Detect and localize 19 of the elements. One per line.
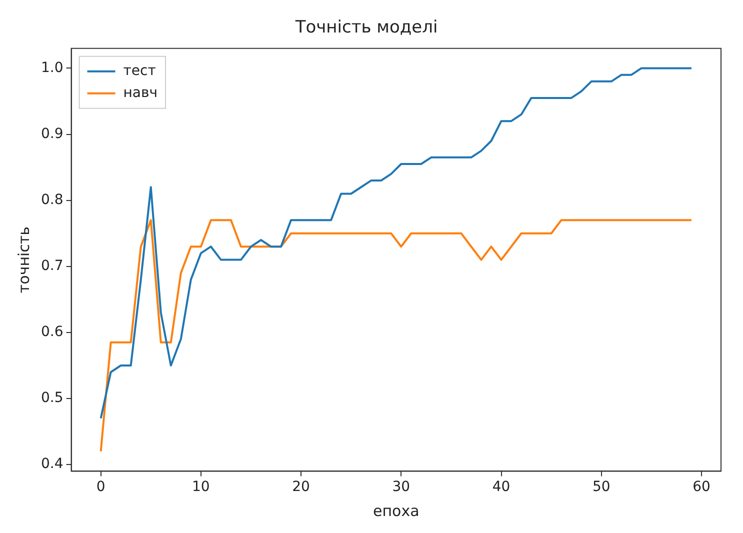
y-tick-label: 0.6 <box>41 324 64 340</box>
x-axis-title: епоха <box>372 502 420 520</box>
y-axis-title: точність <box>14 226 33 294</box>
y-tick-label: 0.8 <box>41 192 64 208</box>
x-tick-label: 50 <box>592 479 610 496</box>
y-tick-label: 0.7 <box>41 258 64 274</box>
legend-label: навч <box>123 85 158 102</box>
y-tick-label: 0.5 <box>41 390 64 406</box>
x-tick-label: 30 <box>392 479 410 496</box>
legend-label: тест <box>123 63 156 80</box>
y-tick-label: 0.4 <box>41 456 64 472</box>
x-tick-label: 40 <box>492 479 510 496</box>
x-tick-label: 60 <box>692 479 710 496</box>
y-tick-label: 1.0 <box>41 60 64 76</box>
x-tick-label: 0 <box>96 479 106 496</box>
x-tick-label: 20 <box>292 479 310 496</box>
chart-title: Точність моделі <box>294 18 438 38</box>
y-tick-label: 0.9 <box>41 126 64 142</box>
x-tick-label: 10 <box>192 479 210 496</box>
